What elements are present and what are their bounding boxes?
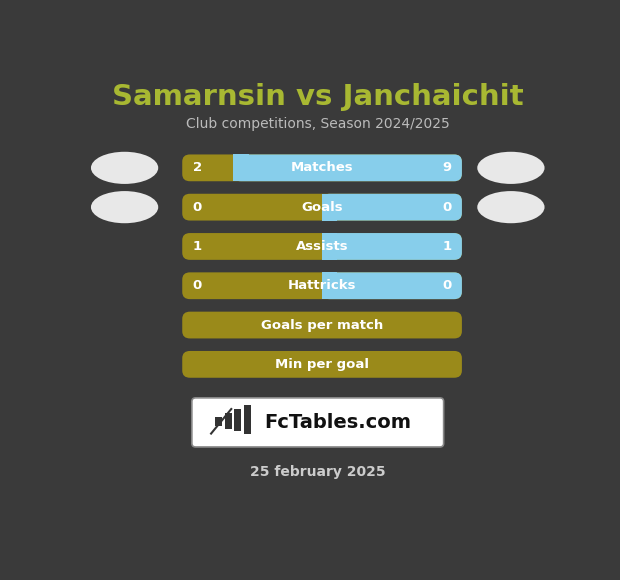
Bar	[322, 273, 337, 299]
FancyBboxPatch shape	[192, 398, 444, 447]
Text: 1: 1	[193, 240, 202, 253]
Ellipse shape	[91, 191, 158, 223]
FancyBboxPatch shape	[322, 273, 462, 299]
FancyBboxPatch shape	[182, 233, 462, 260]
FancyBboxPatch shape	[182, 311, 462, 339]
Bar	[322, 194, 337, 220]
FancyBboxPatch shape	[182, 273, 462, 299]
Text: 0: 0	[442, 201, 451, 213]
Text: 1: 1	[442, 240, 451, 253]
Text: Goals per match: Goals per match	[261, 318, 383, 332]
Text: FcTables.com: FcTables.com	[264, 413, 412, 432]
Ellipse shape	[477, 191, 544, 223]
Bar	[233, 154, 249, 181]
Text: Club competitions, Season 2024/2025: Club competitions, Season 2024/2025	[186, 117, 450, 131]
Bar	[224, 413, 232, 429]
Text: 0: 0	[442, 279, 451, 292]
Bar	[322, 233, 337, 260]
Text: Samarnsin vs Janchaichit: Samarnsin vs Janchaichit	[112, 84, 523, 111]
FancyBboxPatch shape	[233, 154, 462, 181]
FancyBboxPatch shape	[322, 233, 462, 260]
Text: 25 february 2025: 25 february 2025	[250, 465, 386, 480]
Ellipse shape	[91, 152, 158, 184]
Text: Assists: Assists	[296, 240, 348, 253]
FancyBboxPatch shape	[182, 194, 462, 220]
Bar	[244, 405, 251, 434]
Text: Hattricks: Hattricks	[288, 279, 356, 292]
Text: 0: 0	[193, 201, 202, 213]
FancyBboxPatch shape	[182, 154, 462, 181]
Text: Matches: Matches	[291, 161, 353, 175]
Bar	[215, 416, 222, 426]
Text: Goals: Goals	[301, 201, 343, 213]
Text: 0: 0	[193, 279, 202, 292]
Text: 9: 9	[442, 161, 451, 175]
FancyBboxPatch shape	[182, 351, 462, 378]
Text: 2: 2	[193, 161, 202, 175]
FancyBboxPatch shape	[322, 194, 462, 220]
Text: Min per goal: Min per goal	[275, 358, 369, 371]
Bar	[234, 409, 241, 432]
Ellipse shape	[477, 152, 544, 184]
